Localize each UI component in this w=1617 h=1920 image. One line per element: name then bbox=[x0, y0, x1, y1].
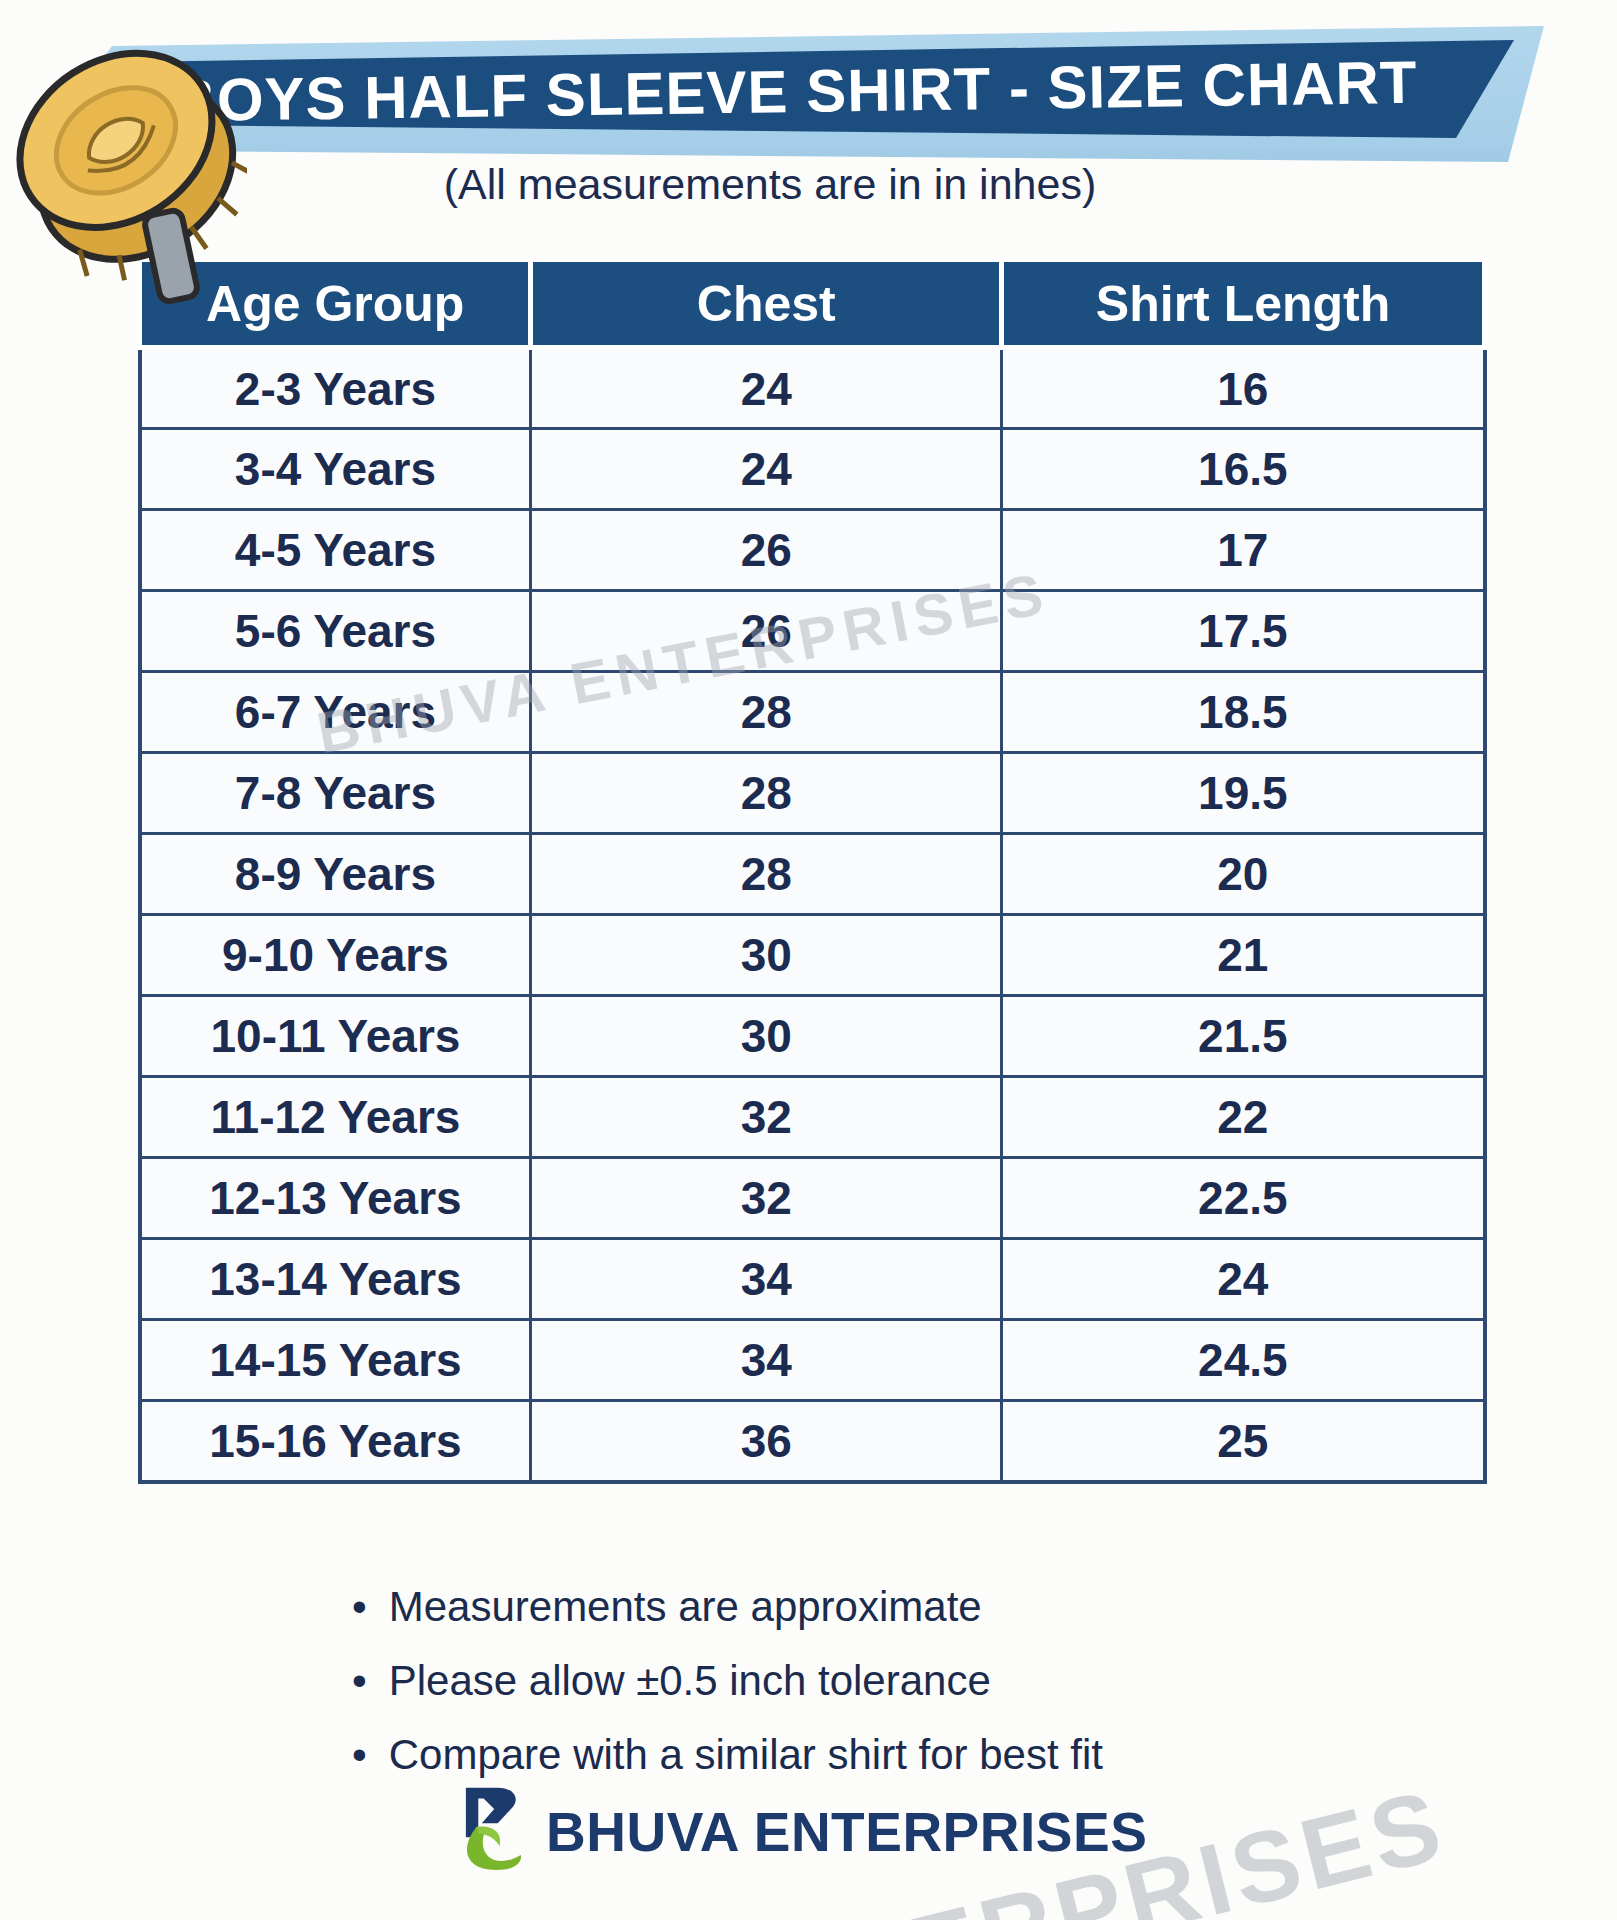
brand-footer: BHUVA ENTERPRISES bbox=[448, 1786, 1147, 1878]
chest-cell: 32 bbox=[531, 1158, 1002, 1239]
note-text: Compare with a similar shirt for best fi… bbox=[389, 1731, 1103, 1779]
age-group-cell: 8-9 Years bbox=[140, 834, 531, 915]
shirt-length-cell: 19.5 bbox=[1002, 753, 1485, 834]
shirt-length-cell: 21 bbox=[1002, 915, 1485, 996]
age-group-cell: 6-7 Years bbox=[140, 672, 531, 753]
shirt-length-cell: 22.5 bbox=[1002, 1158, 1485, 1239]
table-row: 4-5 Years2617 bbox=[140, 510, 1485, 591]
note-item: • Please allow ±0.5 inch tolerance bbox=[352, 1657, 1103, 1705]
bullet-icon: • bbox=[352, 1660, 367, 1702]
table-row: 13-14 Years3424 bbox=[140, 1239, 1485, 1320]
shirt-length-cell: 17 bbox=[1002, 510, 1485, 591]
chest-cell: 30 bbox=[531, 996, 1002, 1077]
table-row: 12-13 Years3222.5 bbox=[140, 1158, 1485, 1239]
age-group-cell: 15-16 Years bbox=[140, 1401, 531, 1482]
chest-cell: 36 bbox=[531, 1401, 1002, 1482]
shirt-length-cell: 20 bbox=[1002, 834, 1485, 915]
notes-list: • Measurements are approximate • Please all… bbox=[352, 1583, 1103, 1805]
age-group-cell: 4-5 Years bbox=[140, 510, 531, 591]
table-body: 2-3 Years24163-4 Years2416.54-5 Years261… bbox=[140, 348, 1485, 1482]
shirt-length-cell: 24.5 bbox=[1002, 1320, 1485, 1401]
chest-cell: 28 bbox=[531, 672, 1002, 753]
chest-cell: 28 bbox=[531, 753, 1002, 834]
age-group-cell: 13-14 Years bbox=[140, 1239, 531, 1320]
column-header: Chest bbox=[531, 260, 1002, 348]
shirt-length-cell: 22 bbox=[1002, 1077, 1485, 1158]
shirt-length-cell: 25 bbox=[1002, 1401, 1485, 1482]
age-group-cell: 12-13 Years bbox=[140, 1158, 531, 1239]
table-header-row: Age GroupChestShirt Length bbox=[140, 260, 1485, 348]
brand-name: BHUVA ENTERPRISES bbox=[546, 1800, 1147, 1864]
table-row: 6-7 Years2818.5 bbox=[140, 672, 1485, 753]
note-item: • Compare with a similar shirt for best f… bbox=[352, 1731, 1103, 1779]
age-group-cell: 3-4 Years bbox=[140, 429, 531, 510]
chest-cell: 30 bbox=[531, 915, 1002, 996]
age-group-cell: 14-15 Years bbox=[140, 1320, 531, 1401]
table-row: 9-10 Years3021 bbox=[140, 915, 1485, 996]
chest-cell: 26 bbox=[531, 510, 1002, 591]
table-header: Age GroupChestShirt Length bbox=[140, 260, 1485, 348]
table-row: 11-12 Years3222 bbox=[140, 1077, 1485, 1158]
shirt-length-cell: 21.5 bbox=[1002, 996, 1485, 1077]
age-group-cell: 10-11 Years bbox=[140, 996, 531, 1077]
age-group-cell: 11-12 Years bbox=[140, 1077, 531, 1158]
table-row: 10-11 Years3021.5 bbox=[140, 996, 1485, 1077]
shirt-length-cell: 17.5 bbox=[1002, 591, 1485, 672]
size-chart-infographic: BOYS HALF SLEEVE SHIRT - SIZE CHART (All… bbox=[0, 0, 1617, 1920]
age-group-cell: 9-10 Years bbox=[140, 915, 531, 996]
table-row: 14-15 Years3424.5 bbox=[140, 1320, 1485, 1401]
chest-cell: 34 bbox=[531, 1320, 1002, 1401]
shirt-length-cell: 18.5 bbox=[1002, 672, 1485, 753]
column-header: Shirt Length bbox=[1002, 260, 1485, 348]
chest-cell: 32 bbox=[531, 1077, 1002, 1158]
table-row: 3-4 Years2416.5 bbox=[140, 429, 1485, 510]
bullet-icon: • bbox=[352, 1586, 367, 1628]
size-table: Age GroupChestShirt Length 2-3 Years2416… bbox=[137, 257, 1487, 1484]
table-row: 2-3 Years2416 bbox=[140, 348, 1485, 429]
chest-cell: 28 bbox=[531, 834, 1002, 915]
table-row: 15-16 Years3625 bbox=[140, 1401, 1485, 1482]
bullet-icon: • bbox=[352, 1734, 367, 1776]
note-text: Please allow ±0.5 inch tolerance bbox=[389, 1657, 991, 1705]
table-row: 7-8 Years2819.5 bbox=[140, 753, 1485, 834]
chest-cell: 26 bbox=[531, 591, 1002, 672]
chest-cell: 24 bbox=[531, 429, 1002, 510]
chest-cell: 24 bbox=[531, 348, 1002, 429]
note-text: Measurements are approximate bbox=[389, 1583, 982, 1631]
age-group-cell: 2-3 Years bbox=[140, 348, 531, 429]
shirt-length-cell: 24 bbox=[1002, 1239, 1485, 1320]
age-group-cell: 5-6 Years bbox=[140, 591, 531, 672]
shirt-length-cell: 16 bbox=[1002, 348, 1485, 429]
table-row: 5-6 Years2617.5 bbox=[140, 591, 1485, 672]
table-row: 8-9 Years2820 bbox=[140, 834, 1485, 915]
note-item: • Measurements are approximate bbox=[352, 1583, 1103, 1631]
shirt-length-cell: 16.5 bbox=[1002, 429, 1485, 510]
bhuva-logo-icon bbox=[448, 1786, 528, 1878]
measuring-tape-icon bbox=[2, 0, 247, 326]
chest-cell: 34 bbox=[531, 1239, 1002, 1320]
age-group-cell: 7-8 Years bbox=[140, 753, 531, 834]
